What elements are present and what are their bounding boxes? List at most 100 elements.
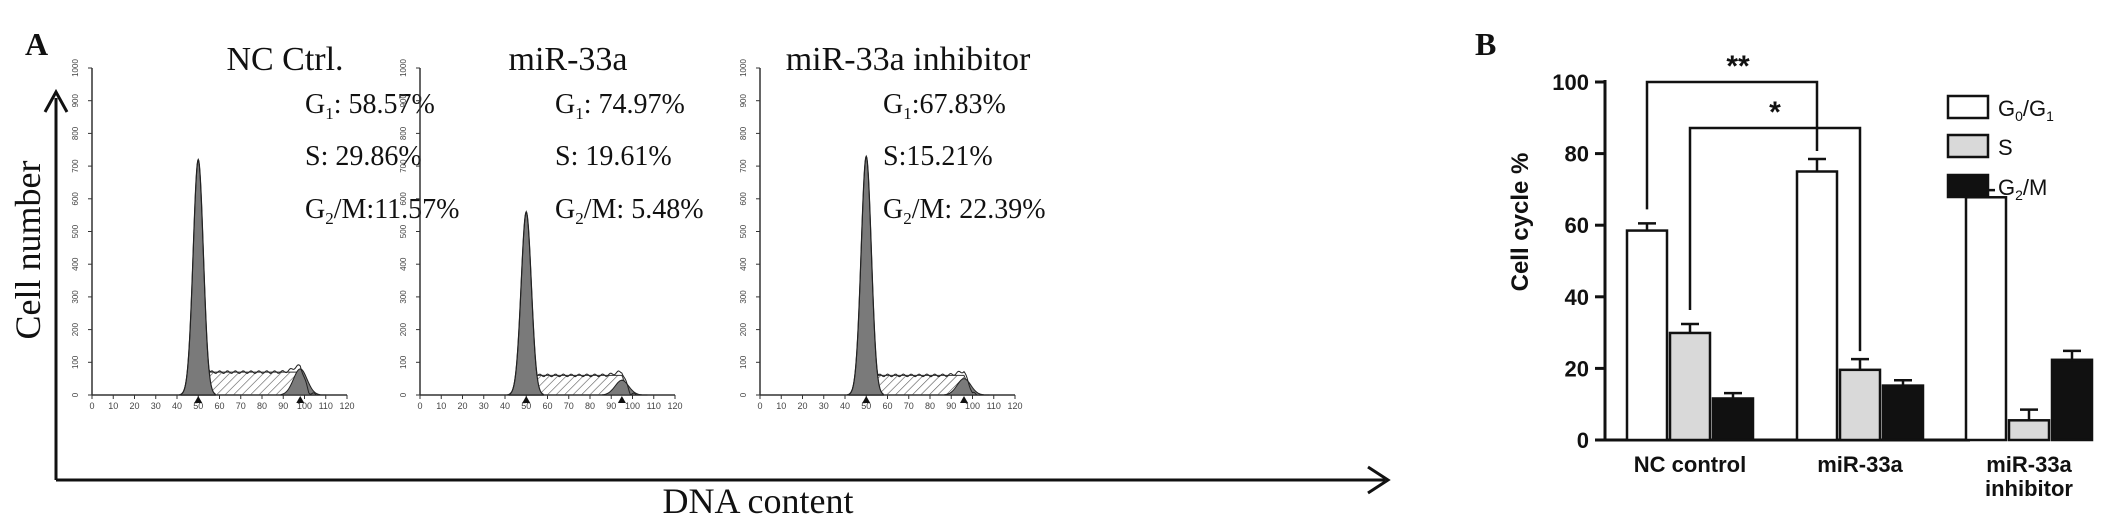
histogram-x-tick-label: 70 [904,401,914,411]
bar [1711,397,1755,442]
panel-a-y-axis-label: Cell number [8,161,48,340]
histogram-stat: G2/M: 22.39% [883,194,1046,228]
histogram-y-tick-label: 800 [399,126,408,140]
histogram-y-tick-label: 1000 [71,59,80,77]
histogram-panel: NC Ctrl.10009008007006005004003002001000… [71,41,459,411]
panel-a-y-arrowhead [43,88,69,113]
histogram-x-tick-label: 100 [625,401,640,411]
histograms: NC Ctrl.10009008007006005004003002001000… [71,41,1046,411]
histogram-x-tick-label: 100 [297,401,312,411]
histogram-x-tick-label: 80 [257,401,267,411]
histogram-x-tick-label: 90 [606,401,616,411]
histogram-x-tick-label: 120 [1007,401,1022,411]
legend-label: S [1998,135,2013,160]
histogram-g1-peak [508,210,544,396]
histogram-x-tick-label: 0 [757,401,762,411]
histogram-x-tick-label: 30 [819,401,829,411]
bar-legend: G0/G1 S G2/M [1946,94,2054,203]
histogram-x-tick-label: 40 [500,401,510,411]
panel-a: A Cell number DNA content NC Ctrl.100090… [8,26,1391,521]
bar-chart: 0 20 40 60 80 100 NC control miR-33a miR-33a inhi… [1552,50,2094,501]
histogram-x-tick-label: 10 [436,401,446,411]
histogram-x-tick-label: 60 [214,401,224,411]
histogram-envelope [179,159,326,396]
bar-category-label: miR-33a inhibitor [1985,452,2073,501]
histogram-x-tick-label: 30 [151,401,161,411]
histogram-y-tick-label: 300 [739,290,748,304]
histogram-y-tick-label: 600 [71,192,80,206]
histogram-x-tick-label: 20 [129,401,139,411]
histogram-y-tick-label: 700 [71,159,80,173]
histogram-x-tick-label: 0 [417,401,422,411]
histogram-y-tick-label: 1000 [739,59,748,77]
bar [1964,196,2008,442]
histogram-envelope [507,209,648,396]
significance-label: ** [1726,50,1750,83]
histogram-x-tick-label: 10 [776,401,786,411]
histogram-y-tick-label: 200 [71,322,80,336]
histogram-y-tick-label: 400 [399,257,408,271]
significance-bracket [1645,80,1819,210]
histogram-y-tick-label: 0 [71,392,80,397]
histogram-g2-peak [602,379,642,396]
histogram-stat: G1:67.83% [883,89,1006,123]
histogram-x-tick-label: 70 [236,401,246,411]
bar-y-tick-label: 20 [1565,356,1589,381]
bar-y-tick-label: 80 [1565,142,1589,167]
histogram-x-tick-label: 110 [319,401,333,411]
histogram-y-tick-label: 900 [739,93,748,107]
histogram-x-tick-label: 50 [193,401,203,411]
histogram-panel: miR-33a inhibitor10009008007006005004003… [739,41,1046,411]
histogram-y-tick-label: 900 [399,93,408,107]
histogram-y-tick-label: 500 [71,224,80,238]
bar-category-label: NC control [1634,452,1746,477]
panel-a-x-arrowhead [1367,465,1391,495]
histogram-x-tick-label: 20 [797,401,807,411]
histogram-y-tick-label: 300 [71,290,80,304]
histogram-y-tick-label: 100 [739,355,748,369]
histogram-stat: S: 19.61% [555,141,672,172]
histogram-envelope [847,156,990,396]
histogram-g1-peak [848,154,884,396]
bar-y-tick-label: 0 [1577,428,1589,453]
panel-a-label: A [25,26,48,62]
panel-b-label: B [1475,26,1496,62]
histogram-y-tick-label: 900 [71,93,80,107]
histogram-stat: G2/M: 5.48% [555,194,704,228]
histogram-x-tick-label: 20 [457,401,467,411]
histogram-y-tick-label: 400 [71,257,80,271]
histogram-stat: G1: 74.97% [555,89,685,123]
histogram-y-tick-label: 100 [71,355,80,369]
histogram-peak-marker [862,396,871,403]
bar-y-tick-label: 60 [1565,213,1589,238]
histogram-y-tick-label: 0 [739,392,748,397]
histogram-g2-peak [944,378,984,396]
histogram-y-tick-label: 400 [739,257,748,271]
histogram-x-tick-label: 30 [479,401,489,411]
histogram-peak-marker [194,396,203,403]
bar-y-tick-label: 100 [1552,70,1589,95]
panel-a-x-axis-label: DNA content [663,481,854,521]
histogram-y-tick-label: 700 [739,159,748,173]
histogram-peak-marker [960,396,968,403]
histogram-peak-marker [296,396,305,403]
histogram-x-tick-label: 90 [946,401,956,411]
histogram-y-tick-label: 300 [399,290,408,304]
histogram-y-tick-label: 1000 [399,59,408,77]
histogram-y-tick-label: 800 [739,126,748,140]
legend-swatch [1946,94,1990,120]
histogram-stat: S: 29.86% [305,141,422,172]
histogram-peak-marker [522,396,531,403]
histogram-y-tick-label: 800 [71,126,80,140]
histogram-x-tick-label: 0 [89,401,94,411]
histogram-y-tick-label: 700 [399,159,408,173]
legend-swatch [1946,173,1990,199]
panel-b: B Cell cycle % 0 20 40 60 80 100 NC control miR… [1475,26,2094,501]
significance-label: * [1769,96,1781,129]
bar [1668,331,1712,442]
histogram-x-tick-label: 110 [647,401,661,411]
histogram-g1-peak [180,158,216,396]
histogram-x-tick-label: 120 [339,401,354,411]
histogram-x-tick-label: 60 [882,401,892,411]
histogram-stat: G1: 58.57% [305,89,435,123]
